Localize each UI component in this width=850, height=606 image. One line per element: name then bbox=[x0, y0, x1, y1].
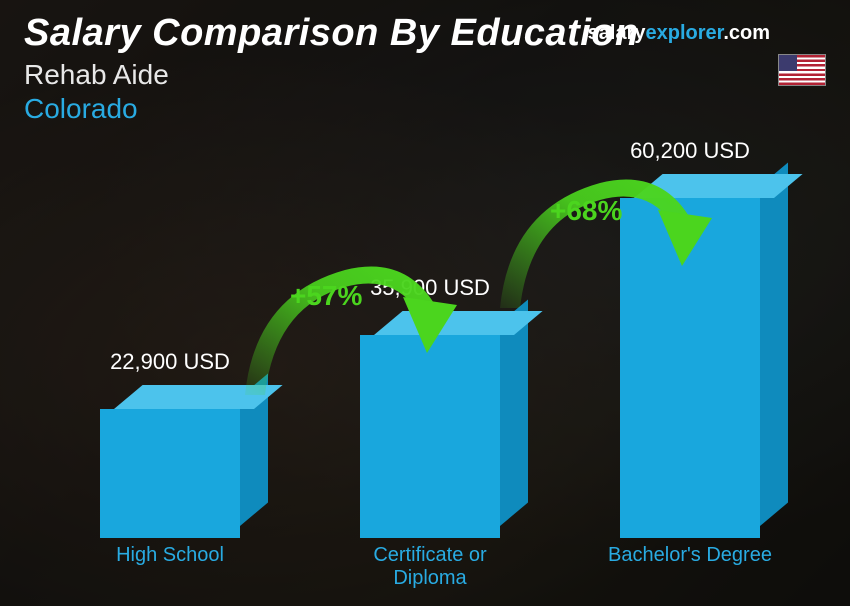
bar-category-label: Bachelor's Degree bbox=[600, 544, 780, 567]
location: Colorado bbox=[24, 93, 826, 125]
increase-arrow-icon bbox=[225, 245, 465, 415]
header: Salary Comparison By Education Rehab Aid… bbox=[24, 12, 826, 125]
bar-category-label: Certificate or Diploma bbox=[340, 544, 520, 590]
bar-front bbox=[100, 409, 240, 538]
bar-side bbox=[760, 163, 788, 526]
bar bbox=[100, 409, 240, 538]
bar-chart: 22,900 USDHigh School35,900 USDCertifica… bbox=[40, 140, 790, 586]
bar-category-label: High School bbox=[116, 544, 224, 567]
job-title: Rehab Aide bbox=[24, 59, 826, 91]
increase-percentage: +68% bbox=[550, 195, 622, 227]
page-title: Salary Comparison By Education bbox=[24, 12, 826, 55]
bar-value-label: 22,900 USD bbox=[110, 349, 230, 375]
increase-arrow-icon bbox=[480, 158, 720, 328]
increase-percentage: +57% bbox=[290, 280, 362, 312]
